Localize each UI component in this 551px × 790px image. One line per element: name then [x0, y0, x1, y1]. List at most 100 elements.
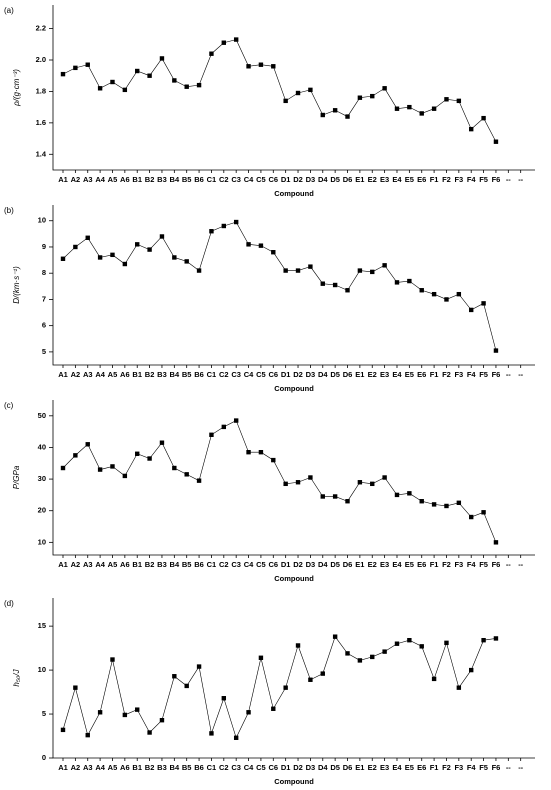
data-point — [469, 667, 474, 673]
data-point — [159, 717, 165, 723]
data-point — [370, 93, 375, 99]
x-tick-label: A5 — [108, 560, 118, 569]
x-tick-label: B3 — [157, 560, 167, 569]
data-point — [357, 95, 363, 100]
x-tick-label: D6 — [343, 175, 353, 184]
x-tick-label: B5 — [182, 370, 192, 379]
data-point — [246, 64, 251, 69]
x-tick-label: F6 — [492, 370, 501, 379]
data-point — [295, 480, 301, 485]
data-point — [60, 727, 66, 733]
data-point — [394, 641, 400, 646]
data-point — [233, 219, 239, 225]
y-tick-label: 5 — [42, 709, 46, 718]
data-point — [159, 56, 165, 61]
x-tick-label: C2 — [219, 370, 229, 379]
x-tick-label: E1 — [355, 175, 364, 184]
x-tick-label: E3 — [380, 370, 389, 379]
x-tick-label: F1 — [430, 560, 439, 569]
data-point — [295, 643, 301, 648]
data-point — [172, 674, 177, 679]
data-point — [147, 456, 152, 461]
data-point — [221, 424, 227, 430]
data-point — [407, 491, 412, 496]
panel-label: (d) — [4, 599, 14, 608]
x-tick-label: B6 — [194, 763, 204, 772]
data-point — [481, 637, 486, 643]
x-tick-label: E2 — [368, 560, 377, 569]
data-point — [283, 268, 288, 273]
x-tick-label: C3 — [231, 763, 241, 772]
x-tick-label: A6 — [120, 560, 130, 569]
data-point — [184, 84, 189, 89]
data-point — [184, 472, 189, 477]
data-point — [431, 291, 437, 297]
data-point — [172, 78, 177, 83]
data-point — [258, 449, 264, 455]
x-tick-label: C2 — [219, 175, 229, 184]
data-point — [295, 268, 301, 273]
y-tick-label: 40 — [38, 442, 46, 451]
data-point — [308, 264, 313, 269]
axes — [52, 598, 535, 759]
data-point — [209, 51, 214, 56]
data-point — [283, 98, 288, 104]
x-tick-label: B5 — [182, 175, 192, 184]
x-tick-label: A5 — [108, 763, 118, 772]
x-tick-label: B6 — [194, 370, 204, 379]
x-tick-label: E2 — [368, 370, 377, 379]
data-point — [431, 106, 437, 111]
x-tick-label: B1 — [132, 560, 142, 569]
x-tick-label: D2 — [293, 370, 303, 379]
x-tick-label: A3 — [83, 560, 93, 569]
data-line — [62, 39, 497, 142]
y-tick-label: 6 — [42, 321, 46, 330]
x-tick-label: B2 — [145, 370, 155, 379]
data-point — [320, 671, 325, 676]
x-tick-label: -- — [506, 175, 511, 184]
x-tick-label: E3 — [380, 763, 389, 772]
data-point — [345, 288, 350, 293]
x-tick-label: C3 — [231, 175, 241, 184]
x-tick-label: D5 — [330, 560, 340, 569]
data-point — [73, 685, 78, 690]
data-point — [135, 451, 140, 456]
data-point — [122, 712, 128, 718]
y-tick-label: 1.8 — [36, 86, 46, 95]
x-tick-label: F5 — [479, 175, 488, 184]
data-point — [332, 634, 338, 639]
data-point — [221, 696, 227, 701]
data-point — [382, 649, 387, 654]
data-point — [233, 418, 239, 423]
x-tick-label: F1 — [430, 370, 439, 379]
panel-label: (b) — [4, 206, 14, 215]
x-tick-label: C6 — [268, 370, 278, 379]
data-point — [246, 710, 251, 715]
data-point — [135, 242, 140, 247]
x-tick-label: E4 — [392, 560, 402, 569]
y-axis-title: h₅₀/J — [12, 668, 21, 686]
x-tick-label: E1 — [355, 370, 364, 379]
data-point — [382, 263, 387, 268]
x-tick-label: D1 — [281, 370, 291, 379]
x-tick-label: F4 — [467, 763, 477, 772]
data-point — [135, 707, 140, 712]
x-tick-label: A1 — [58, 560, 68, 569]
x-tick-label: D1 — [281, 560, 291, 569]
data-line — [62, 420, 497, 543]
x-tick-label: C3 — [231, 370, 241, 379]
data-point — [419, 499, 424, 504]
y-tick-label: 8 — [42, 268, 46, 277]
x-tick-label: C6 — [268, 560, 278, 569]
data-point — [85, 732, 90, 738]
x-tick-label: D3 — [306, 370, 316, 379]
data-point — [258, 243, 264, 248]
data-point — [370, 269, 375, 275]
x-tick-label: F3 — [454, 560, 463, 569]
data-point — [444, 297, 449, 302]
x-tick-label: E2 — [368, 763, 377, 772]
data-point — [221, 40, 227, 45]
x-tick-label: E1 — [355, 763, 364, 772]
x-tick-label: F3 — [454, 370, 463, 379]
